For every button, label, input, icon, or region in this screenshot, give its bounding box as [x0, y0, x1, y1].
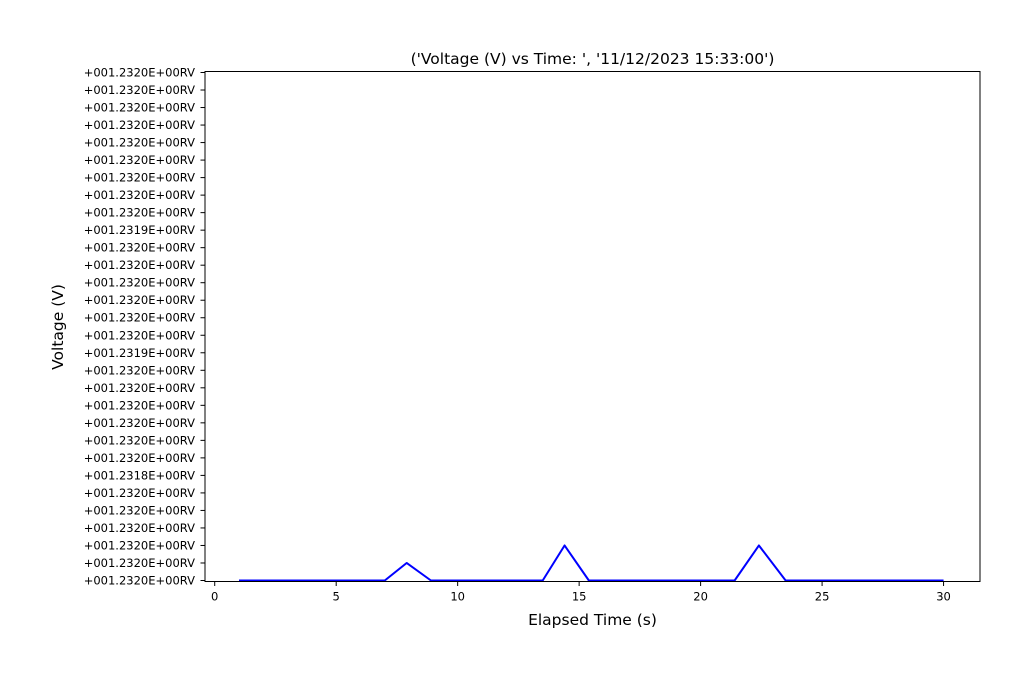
y-tick-label: +001.2320E+00RV [84, 188, 195, 202]
chart-title: ('Voltage (V) vs Time: ', '11/12/2023 15… [411, 50, 775, 68]
y-tick-label: +001.2318E+00RV [84, 468, 195, 482]
y-tick-label: +001.2320E+00RV [84, 328, 195, 342]
y-tick-label: +001.2320E+00RV [84, 153, 195, 167]
y-tick-label: +001.2320E+00RV [84, 574, 195, 588]
y-tick-label: +001.2320E+00RV [84, 241, 195, 255]
y-tick-label: +001.2320E+00RV [84, 503, 195, 517]
y-tick-label: +001.2320E+00RV [84, 433, 195, 447]
y-tick-label: +001.2320E+00RV [84, 451, 195, 465]
y-tick-label: +001.2320E+00RV [84, 486, 195, 500]
y-tick-label: +001.2320E+00RV [84, 118, 195, 132]
plot-layer: 0 5 10 15 20 25 30 +001.2320E+00RV +001.2320E+00… [84, 66, 951, 604]
y-tick-label: +001.2320E+00RV [84, 66, 195, 80]
y-axis-title: Voltage (V) [49, 284, 67, 370]
y-tick-label: +001.2320E+00RV [84, 521, 195, 535]
y-tick-label: +001.2320E+00RV [84, 556, 195, 570]
y-tick-label: +001.2320E+00RV [84, 416, 195, 430]
y-tick-label: +001.2320E+00RV [84, 101, 195, 115]
x-tick-label: 5 [333, 590, 340, 604]
y-tick-label: +001.2319E+00RV [84, 223, 195, 237]
series-line [239, 544, 944, 582]
y-tick-label: +001.2320E+00RV [84, 381, 195, 395]
y-tick-label: +001.2320E+00RV [84, 136, 195, 150]
y-tick-label: +001.2319E+00RV [84, 346, 195, 360]
y-tick-label: +001.2320E+00RV [84, 276, 195, 290]
x-tick-label: 30 [936, 590, 951, 604]
x-axis-title: Elapsed Time (s) [528, 611, 657, 629]
y-tick-label: +001.2320E+00RV [84, 293, 195, 307]
x-tick-label: 0 [211, 590, 218, 604]
y-tick-label: +001.2320E+00RV [84, 258, 195, 272]
x-tick-label: 10 [450, 590, 465, 604]
x-tick-label: 15 [572, 590, 587, 604]
y-tick-label: +001.2320E+00RV [84, 171, 195, 185]
y-tick-label: +001.2320E+00RV [84, 311, 195, 325]
y-tick-label: +001.2320E+00RV [84, 206, 195, 220]
y-tick-label: +001.2320E+00RV [84, 538, 195, 552]
y-tick-label: +001.2320E+00RV [84, 83, 195, 97]
x-tick-label: 25 [815, 590, 830, 604]
y-tick-label: +001.2320E+00RV [84, 363, 195, 377]
plot-frame [204, 71, 981, 582]
y-tick-label: +001.2320E+00RV [84, 398, 195, 412]
x-tick-label: 20 [693, 590, 708, 604]
